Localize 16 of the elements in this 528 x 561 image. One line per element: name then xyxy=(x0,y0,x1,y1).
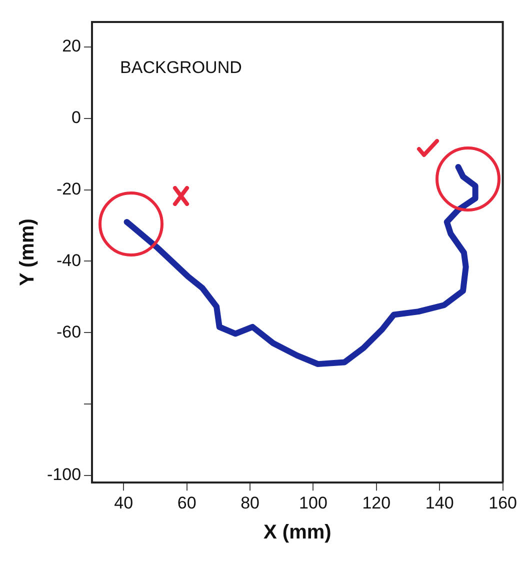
x-tick-label: 160 xyxy=(488,493,518,512)
annotation: BACKGROUND xyxy=(120,58,242,78)
x-tick-label: 140 xyxy=(425,493,454,512)
y-tick-label: -60 xyxy=(56,322,82,342)
x-tick-label: 40 xyxy=(114,493,134,512)
y-tick-label: -40 xyxy=(56,250,82,270)
y-tick-label: 20 xyxy=(62,36,82,56)
x-axis-title: X (mm) xyxy=(264,522,332,544)
y-tick-label: -100 xyxy=(46,465,82,484)
y-axis-title: Y (mm) xyxy=(16,218,39,286)
x-tick-label: 60 xyxy=(177,493,196,512)
x-tick-label: 100 xyxy=(299,493,328,512)
y-tick-label: -20 xyxy=(56,180,82,199)
y-tick-label: 0 xyxy=(72,108,82,128)
x-tick-label: 120 xyxy=(362,493,391,512)
x-tick-label: 80 xyxy=(240,493,260,512)
